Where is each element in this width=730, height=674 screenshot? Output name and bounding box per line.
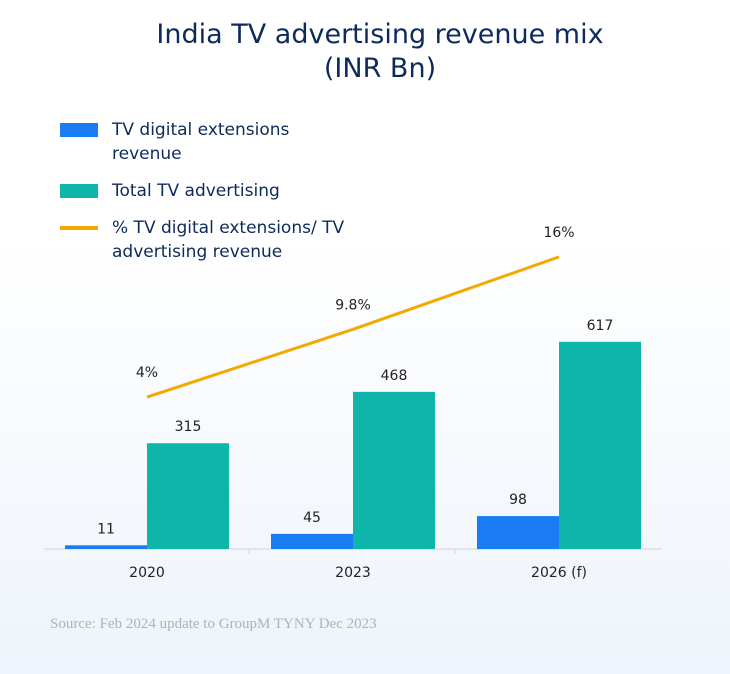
line-value-label: 4% [136,365,158,381]
x-tick-label: 2020 [129,565,165,581]
bar-value-label: 98 [509,492,527,508]
chart-title: India TV advertising revenue mix [156,19,604,50]
chart-subtitle: (INR Bn) [323,53,437,84]
legend-label: % TV digital extensions/ TV advertising … [112,218,345,262]
bar [147,443,229,549]
title-block: India TV advertising revenue mix (INR Bn… [0,18,730,86]
legend-label: Total TV advertising [112,181,280,201]
bar-value-label: 315 [175,419,202,435]
bar [353,391,435,549]
legend-label: TV digital extensions revenue [112,120,290,164]
bar-value-label: 45 [303,510,321,526]
legend-item: TV digital extensions revenue [60,118,352,166]
bar-value-label: 11 [97,521,115,537]
legend-swatch [60,184,98,198]
bar [65,545,147,549]
x-tick-label: 2023 [335,565,371,581]
legend-item: % TV digital extensions/ TV advertising … [60,216,352,264]
source-note: Source: Feb 2024 update to GroupM TYNY D… [50,616,377,632]
bar [271,533,353,549]
legend-swatch [60,226,98,230]
legend: TV digital extensions revenue Total TV ad… [60,118,352,277]
bar [477,516,559,549]
line-value-label: 16% [543,225,574,241]
legend-item: Total TV advertising [60,179,352,203]
legend-swatch [60,123,98,137]
bar-value-label: 468 [381,368,408,384]
bar-value-label: 617 [587,318,614,334]
line [146,255,560,399]
line-value-label: 9.8% [335,297,371,313]
bar [559,341,641,549]
x-tick-label: 2026 (f) [531,565,587,581]
